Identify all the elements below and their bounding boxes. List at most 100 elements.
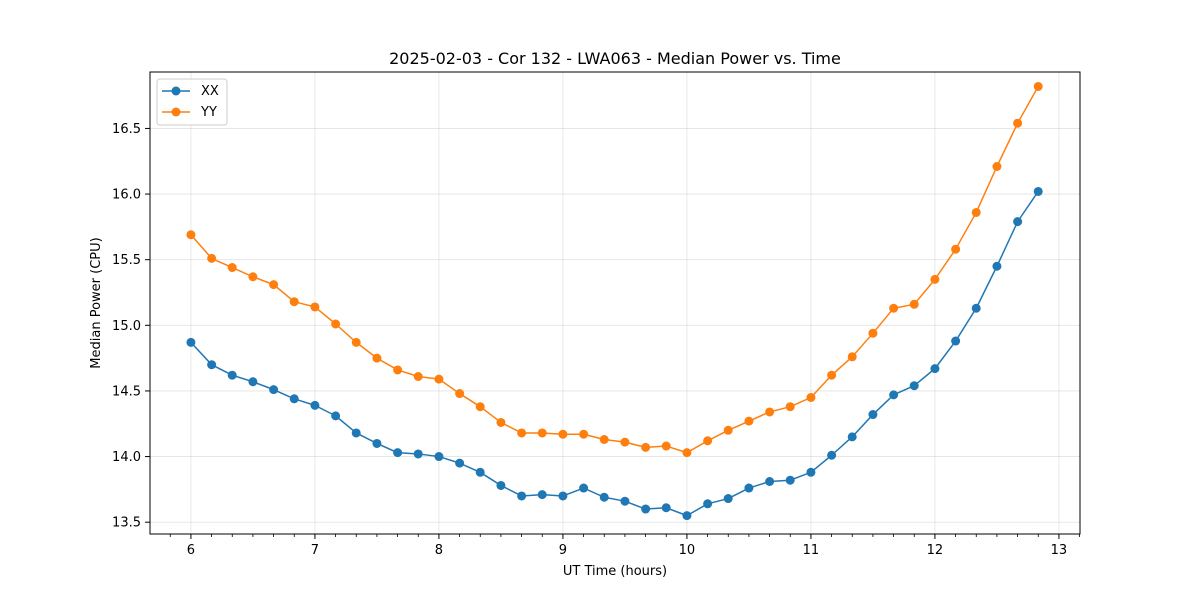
data-point-xx <box>537 490 547 500</box>
data-point-xx <box>227 370 237 380</box>
data-point-yy <box>703 436 713 446</box>
data-point-xx <box>951 336 961 346</box>
data-point-yy <box>909 299 919 309</box>
data-point-xx <box>661 503 671 513</box>
data-point-xx <box>310 400 320 410</box>
x-tick-label: 10 <box>679 543 696 558</box>
data-point-xx <box>599 492 609 502</box>
data-point-xx <box>558 491 568 501</box>
data-point-yy <box>806 393 816 402</box>
data-point-yy <box>351 337 361 347</box>
legend: XX YY <box>156 78 228 126</box>
data-point-xx <box>703 499 713 509</box>
data-point-yy <box>868 328 878 338</box>
legend-marker-xx <box>171 86 181 96</box>
data-point-xx <box>579 483 589 493</box>
data-point-yy <box>599 435 609 444</box>
data-point-yy <box>889 303 899 313</box>
data-point-xx <box>186 337 196 347</box>
data-point-yy <box>620 437 630 447</box>
data-point-yy <box>765 407 775 417</box>
data-point-yy <box>537 428 547 438</box>
data-point-xx <box>351 428 361 438</box>
data-point-xx <box>413 449 423 459</box>
data-point-yy <box>434 374 444 384</box>
data-point-xx <box>1033 186 1043 196</box>
data-point-yy <box>310 302 320 312</box>
data-point-xx <box>847 432 857 442</box>
data-point-xx <box>496 480 506 490</box>
data-point-yy <box>930 274 940 284</box>
grid <box>150 72 1080 534</box>
data-point-yy <box>723 425 733 435</box>
data-point-yy <box>455 389 465 399</box>
data-point-xx <box>930 364 940 374</box>
legend-marker-yy <box>171 107 181 117</box>
data-point-yy <box>186 230 196 240</box>
data-point-yy <box>951 244 961 254</box>
y-tick-label: 13.5 <box>112 516 141 531</box>
data-point-xx <box>207 360 217 370</box>
x-tick-label: 7 <box>311 543 319 558</box>
data-point-xx <box>909 381 919 391</box>
data-point-xx <box>393 448 403 458</box>
data-point-xx <box>641 504 651 514</box>
data-point-yy <box>331 319 341 329</box>
data-point-yy <box>971 207 981 217</box>
data-point-yy <box>847 352 857 362</box>
data-point-xx <box>992 261 1002 271</box>
plot-frame <box>149 71 1081 535</box>
data-point-xx <box>455 458 465 468</box>
data-point-xx <box>744 483 754 493</box>
data-point-yy <box>372 353 382 363</box>
data-point-yy <box>207 253 217 263</box>
data-point-yy <box>661 441 671 451</box>
y-tick-label: 14.5 <box>112 384 141 399</box>
x-tick-label: 11 <box>803 543 820 558</box>
legend-label-yy: YY <box>200 105 217 120</box>
data-point-xx <box>269 385 279 395</box>
data-point-xx <box>289 394 299 404</box>
x-axis-label: UT Time (hours) <box>563 564 667 579</box>
data-point-yy <box>496 417 506 427</box>
y-tick-label: 16.5 <box>112 122 141 137</box>
x-tick-label: 6 <box>187 543 195 558</box>
x-tick-label: 9 <box>559 543 567 558</box>
y-tick-label: 15.0 <box>112 319 141 334</box>
data-point-xx <box>248 377 258 387</box>
chart-title: 2025-02-03 - Cor 132 - LWA063 - Median P… <box>389 49 841 68</box>
data-point-yy <box>827 370 837 380</box>
data-point-xx <box>434 452 444 462</box>
data-point-xx <box>785 475 795 485</box>
data-point-xx <box>806 467 816 477</box>
data-point-xx <box>889 390 899 400</box>
data-point-xx <box>372 438 382 448</box>
series-layer <box>186 81 1043 521</box>
data-point-yy <box>579 429 589 439</box>
data-point-yy <box>744 416 754 426</box>
data-point-yy <box>992 162 1002 171</box>
data-point-yy <box>393 365 403 375</box>
data-point-xx <box>765 477 775 486</box>
data-point-yy <box>1013 118 1023 128</box>
data-point-yy <box>785 402 795 412</box>
y-tick-label: 16.0 <box>112 188 141 203</box>
x-tick-label: 8 <box>435 543 443 558</box>
data-point-yy <box>475 402 485 412</box>
data-point-xx <box>517 491 527 501</box>
x-tick-label: 12 <box>927 543 944 558</box>
x-tick-label: 13 <box>1051 543 1068 558</box>
y-tick-label: 15.5 <box>112 253 141 268</box>
data-point-yy <box>558 429 568 439</box>
data-point-yy <box>413 372 423 381</box>
data-point-yy <box>289 297 299 307</box>
data-point-xx <box>723 494 733 504</box>
data-point-xx <box>331 411 341 421</box>
data-point-yy <box>227 263 237 273</box>
data-point-yy <box>641 442 651 452</box>
data-point-yy <box>517 428 527 438</box>
data-point-yy <box>248 272 258 282</box>
data-point-yy <box>1033 81 1043 91</box>
data-point-xx <box>827 450 837 460</box>
